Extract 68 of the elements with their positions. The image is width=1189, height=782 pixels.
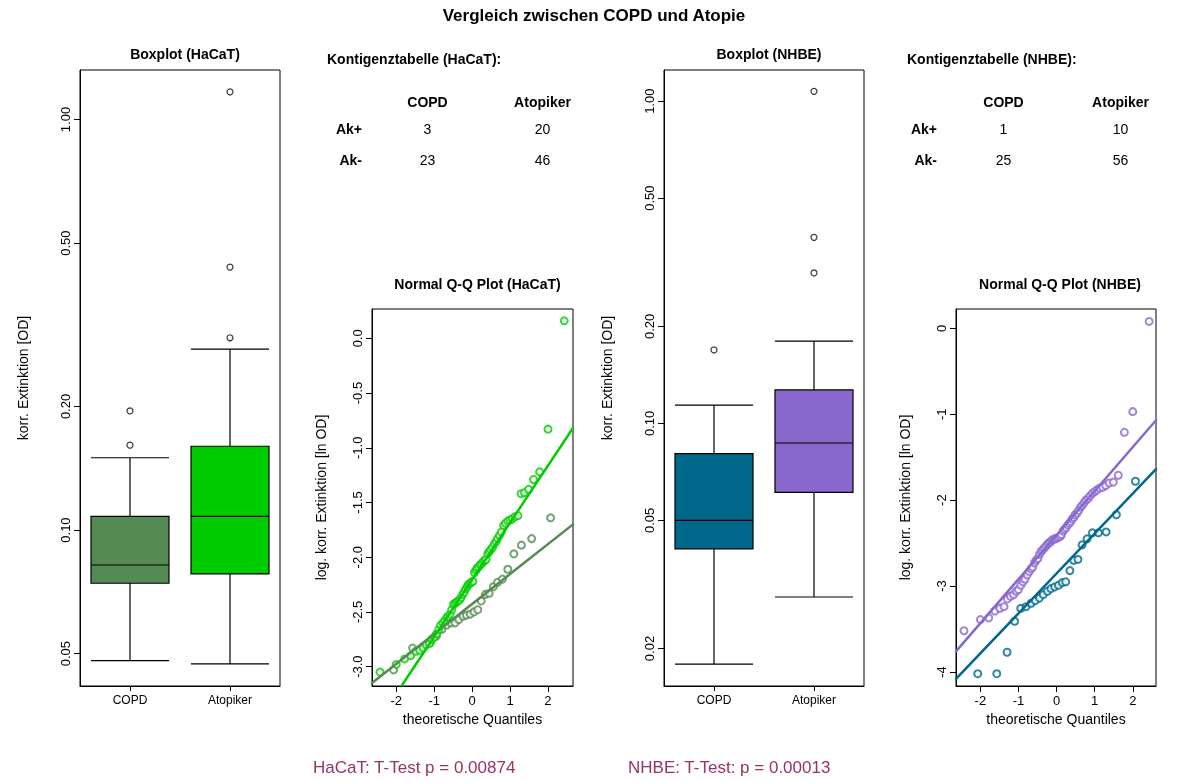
- y-tick-label: -1.0: [350, 436, 365, 459]
- y-tick-label: 0.02: [642, 635, 657, 662]
- y-axis-title: log. korr. Extinktion [ln OD]: [897, 414, 913, 581]
- x-tick-label: -2: [390, 693, 403, 708]
- y-axis-title: korr. Extinktion [OD]: [15, 315, 31, 441]
- data-label: 56: [1112, 151, 1129, 168]
- x-tick-label: 1: [506, 693, 514, 708]
- x-tick-label: Atopiker: [207, 693, 253, 707]
- y-tick-label: 1.00: [642, 88, 657, 114]
- y-tick-label: -1.5: [350, 491, 365, 514]
- y-tick-label: -3.0: [350, 655, 365, 678]
- data-label: 23: [419, 151, 436, 168]
- x-tick-label: COPD: [696, 693, 732, 707]
- x-tick-label: COPD: [983, 94, 1024, 110]
- chart-title: Boxplot (HaCaT): [130, 46, 240, 62]
- x-tick-label: 2: [1129, 693, 1137, 708]
- y-tick-label: 0.20: [58, 393, 73, 420]
- y-tick-label: 0: [934, 324, 949, 332]
- x-tick-label: -2: [974, 693, 987, 708]
- text: Vergleich zwischen COPD und Atopie: [442, 6, 746, 26]
- x-tick-label: COPD: [112, 693, 148, 707]
- y-tick-label: 0.05: [642, 507, 657, 533]
- x-tick-label: 1: [1091, 693, 1099, 708]
- y-tick-label: 0.20: [642, 313, 657, 340]
- y-tick-label: Ak-: [914, 151, 938, 168]
- y-tick-label: -2.0: [350, 545, 365, 569]
- text: NHBE: T-Test: p = 0.00013: [628, 758, 831, 778]
- y-tick-label: 0.10: [642, 410, 657, 437]
- data-label: 1: [999, 120, 1008, 137]
- chart-title: Kontigenztabelle (NHBE):: [907, 51, 1077, 67]
- y-axis-title: korr. Extinktion [OD]: [599, 315, 615, 441]
- x-tick-label: -1: [428, 693, 440, 708]
- chart-title: Kontigenztabelle (HaCaT):: [327, 51, 502, 67]
- x-tick-label: 0: [1052, 693, 1061, 708]
- y-tick-label: 0.0: [350, 329, 365, 348]
- y-tick-label: -2: [934, 494, 949, 506]
- y-tick-label: 0.50: [58, 230, 73, 256]
- x-tick-label: Atopiker: [514, 94, 572, 110]
- x-tick-label: -1: [1012, 693, 1025, 708]
- x-tick-label: COPD: [407, 94, 448, 110]
- x-tick-label: Atopiker: [1092, 94, 1150, 110]
- data-label: 10: [1112, 120, 1129, 137]
- data-label: 46: [534, 151, 551, 168]
- y-axis-title: log. korr. Extinktion [ln OD]: [313, 414, 329, 581]
- y-tick-label: Ak+: [335, 120, 362, 137]
- text: HaCaT: T-Test p = 0.00874: [313, 758, 516, 778]
- x-axis-title: theoretische Quantiles: [986, 710, 1126, 727]
- y-tick-label: 0.50: [642, 185, 657, 211]
- y-tick-label: -4: [934, 666, 949, 678]
- x-axis-title: theoretische Quantiles: [402, 710, 543, 727]
- y-tick-label: -1: [934, 408, 949, 421]
- y-tick-label: Ak-: [339, 151, 363, 168]
- x-tick-label: 0: [468, 693, 476, 708]
- data-label: 3: [423, 120, 432, 137]
- y-tick-label: 1.00: [58, 106, 73, 133]
- chart-title: Boxplot (NHBE): [716, 46, 822, 62]
- chart-title: Normal Q-Q Plot (NHBE): [979, 276, 1141, 292]
- y-tick-label: -3: [934, 580, 949, 592]
- y-tick-label: 0.05: [58, 640, 73, 667]
- data-label: 25: [995, 151, 1012, 168]
- y-tick-label: Ak+: [910, 120, 937, 137]
- x-tick-label: Atopiker: [791, 693, 837, 707]
- y-tick-label: -2.5: [350, 600, 365, 624]
- data-label: 20: [534, 120, 551, 137]
- x-tick-label: 2: [544, 693, 552, 708]
- y-tick-label: -0.5: [350, 381, 365, 405]
- chart-title: Normal Q-Q Plot (HaCaT): [394, 276, 561, 292]
- y-tick-label: 0.10: [58, 517, 73, 543]
